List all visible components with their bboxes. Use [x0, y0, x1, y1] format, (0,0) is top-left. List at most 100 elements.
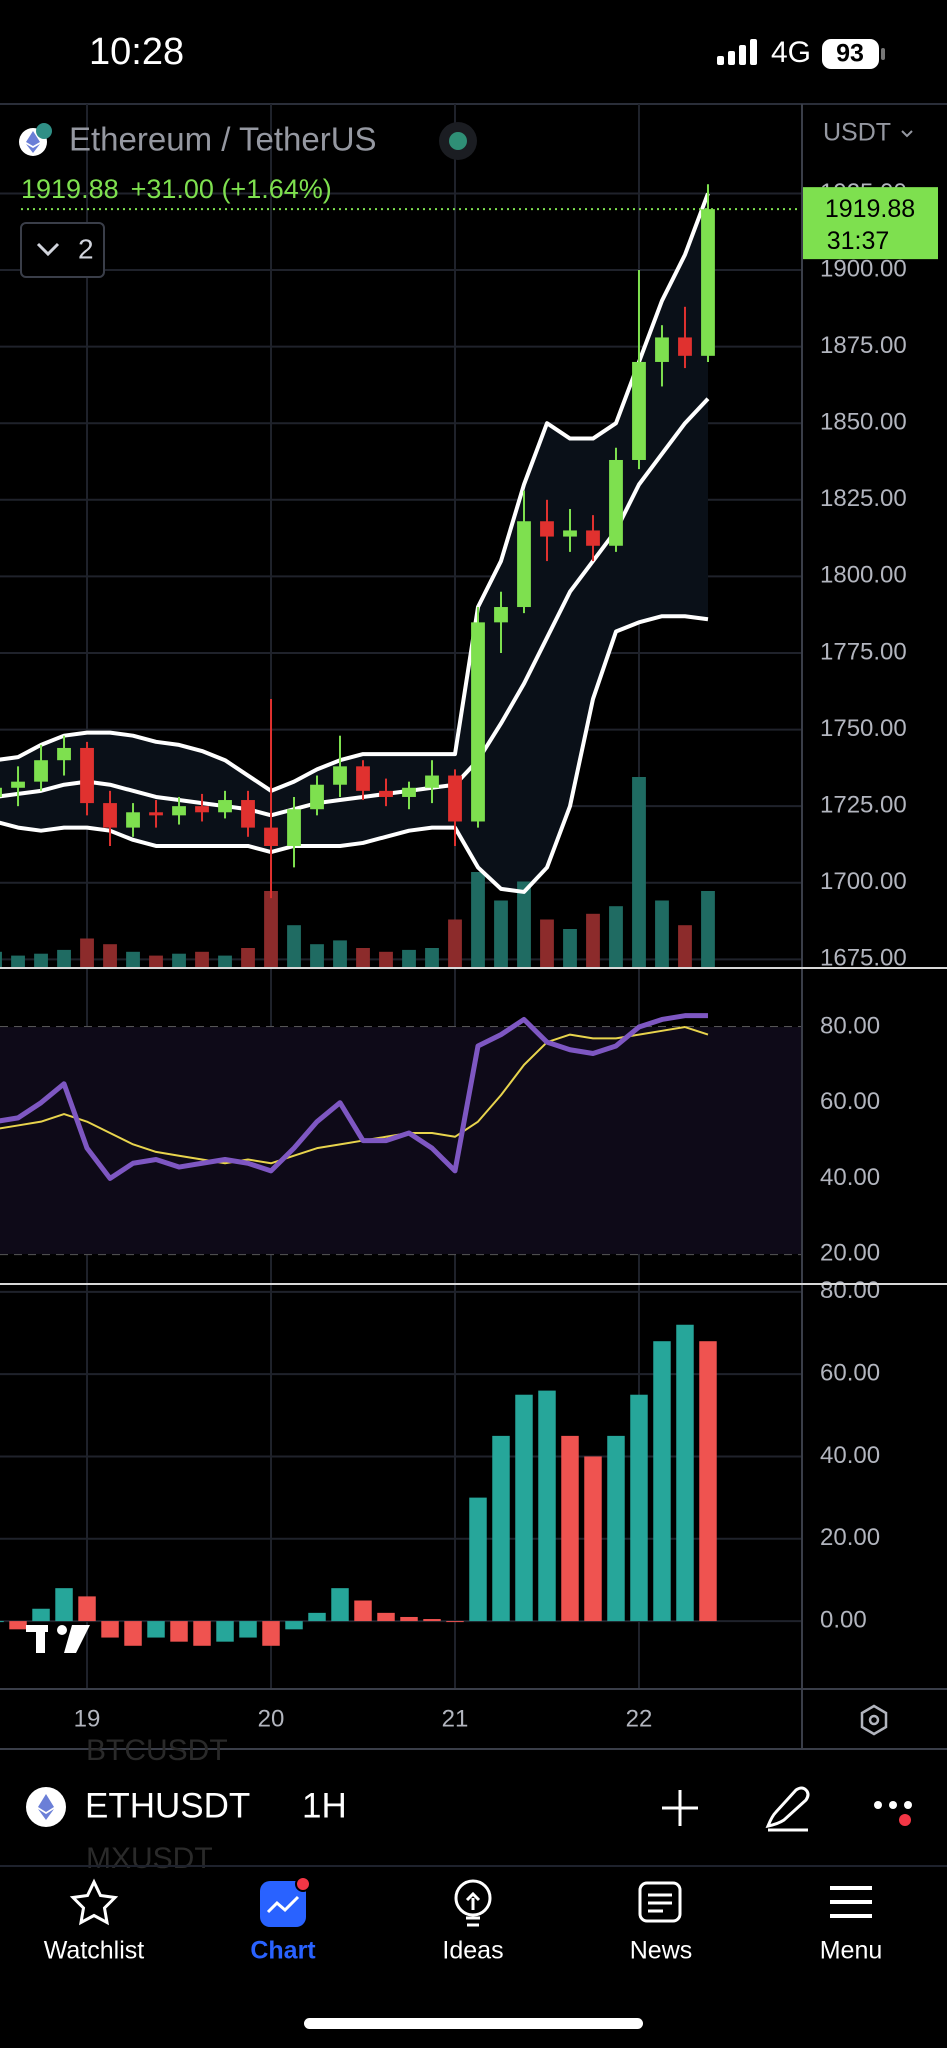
- toolbar-symbol[interactable]: ETHUSDT: [85, 1786, 250, 1825]
- volume-bar: [356, 948, 370, 967]
- macd-bar: [377, 1612, 395, 1622]
- volume-bar: [333, 940, 347, 967]
- macd-bar: [515, 1394, 533, 1622]
- y-tick-label: 1775.00: [820, 638, 907, 665]
- tab[interactable]: Chart: [250, 1876, 316, 1965]
- badge: [899, 1814, 911, 1826]
- candle-body: [678, 337, 692, 356]
- status-time: 10:28: [89, 31, 184, 73]
- volume-bar: [172, 953, 186, 967]
- candle-body: [149, 812, 163, 816]
- chart-icon: [260, 1881, 306, 1927]
- volume-bar: [563, 929, 577, 967]
- candle-body: [563, 530, 577, 537]
- volume-bar: [471, 872, 485, 967]
- candle-body: [80, 747, 94, 804]
- candle-body: [287, 809, 301, 846]
- macd-bar: [538, 1390, 556, 1622]
- candle-body: [241, 800, 255, 828]
- draw-button[interactable]: [765, 1786, 810, 1832]
- macd-bar: [262, 1621, 280, 1646]
- toggle-caret: [36, 242, 60, 257]
- macd-bar: [607, 1435, 625, 1622]
- indicators-toggle[interactable]: [20, 222, 105, 278]
- macd-bar: [216, 1621, 234, 1642]
- x-tick-label: 20: [258, 1705, 285, 1732]
- macd-bar: [584, 1456, 602, 1622]
- y-tick-label: 20.00: [820, 1239, 880, 1266]
- quote: 1919.88 +31.00 (+1.64%): [21, 174, 332, 204]
- currency: USDT: [823, 119, 891, 147]
- rsi-band: [0, 1027, 802, 1255]
- ideas-icon-detail: [465, 1891, 481, 1927]
- candle-body: [609, 459, 623, 546]
- x-tick-label: 21: [442, 1705, 469, 1732]
- volume-bar: [34, 953, 48, 967]
- macd-bar: [653, 1341, 671, 1622]
- tether-badge: [36, 123, 52, 139]
- band-lower: [0, 614, 709, 894]
- candle-body: [172, 806, 186, 816]
- tab[interactable]: Watchlist: [44, 1878, 145, 1965]
- macd-bar: [400, 1616, 418, 1622]
- tab-label: Watchlist: [44, 1937, 145, 1965]
- y-tick-label: 40.00: [820, 1164, 880, 1191]
- macd-bar: [239, 1621, 257, 1638]
- battery: [822, 39, 879, 69]
- rsi-ma: [0, 1026, 709, 1165]
- price-tag-timer: 31:37: [827, 227, 890, 255]
- candle-body: [701, 209, 715, 356]
- y-tick-label: 1900.00: [820, 255, 907, 282]
- candle-body: [34, 760, 48, 782]
- y-tick-label: 40.00: [820, 1442, 880, 1469]
- x-tick-label: 22: [626, 1705, 653, 1732]
- y-tick-label: 60.00: [820, 1359, 880, 1386]
- dot: [874, 1801, 882, 1809]
- symbol-name: Ethereum / TetherUS: [69, 121, 377, 158]
- eth-glyph: [38, 1794, 54, 1820]
- news-icon: [638, 1881, 682, 1923]
- volume-bar: [126, 951, 140, 967]
- volume-bar: [0, 951, 2, 967]
- macd-bar: [423, 1619, 441, 1622]
- macd-bar: [55, 1588, 73, 1622]
- price-pane: [0, 184, 715, 967]
- macd-pane: [0, 1324, 717, 1646]
- y-tick-label: 1875.00: [820, 332, 907, 359]
- macd-bar: [676, 1324, 694, 1622]
- toolbar-interval[interactable]: 1H: [302, 1786, 347, 1825]
- signal-icon: [717, 39, 757, 65]
- dot: [904, 1801, 912, 1809]
- candle-body: [11, 781, 25, 788]
- volume-bar: [517, 881, 531, 967]
- chart-icon-line: [266, 1895, 300, 1914]
- volume-bar: [379, 951, 393, 967]
- y-tick-label: 0.00: [820, 1606, 867, 1633]
- rsi-pane: [0, 1013, 709, 1181]
- rsi-values: [0, 1013, 708, 1181]
- currency-caret: [901, 130, 913, 138]
- tv-logo: [26, 1625, 90, 1653]
- volume-bar: [310, 944, 324, 967]
- axes: 192021221925.001900.001875.001850.001825…: [21, 179, 938, 1732]
- status-network: 4G: [771, 36, 811, 69]
- y-tick-label: 20.00: [820, 1524, 880, 1551]
- macd-bar: [285, 1621, 303, 1630]
- tab[interactable]: Ideas: [442, 1879, 504, 1965]
- volume-bar: [287, 925, 301, 967]
- ghost-symbol: BTCUSDT: [86, 1734, 228, 1767]
- volume-bar: [448, 919, 462, 967]
- tab-label: News: [630, 1937, 693, 1965]
- candle-body: [218, 800, 232, 813]
- tab[interactable]: News: [630, 1881, 693, 1965]
- add-button[interactable]: [662, 1790, 698, 1826]
- x-tick-label: 19: [74, 1705, 101, 1732]
- candle-body: [471, 622, 485, 822]
- macd-bar: [101, 1621, 119, 1638]
- y-tick-label: 80.00: [820, 1277, 880, 1304]
- settings-icon[interactable]: [860, 1704, 888, 1736]
- more-button[interactable]: [874, 1801, 912, 1826]
- volume-bar: [264, 891, 278, 967]
- candle-body: [402, 787, 416, 797]
- tab[interactable]: Menu: [820, 1886, 883, 1965]
